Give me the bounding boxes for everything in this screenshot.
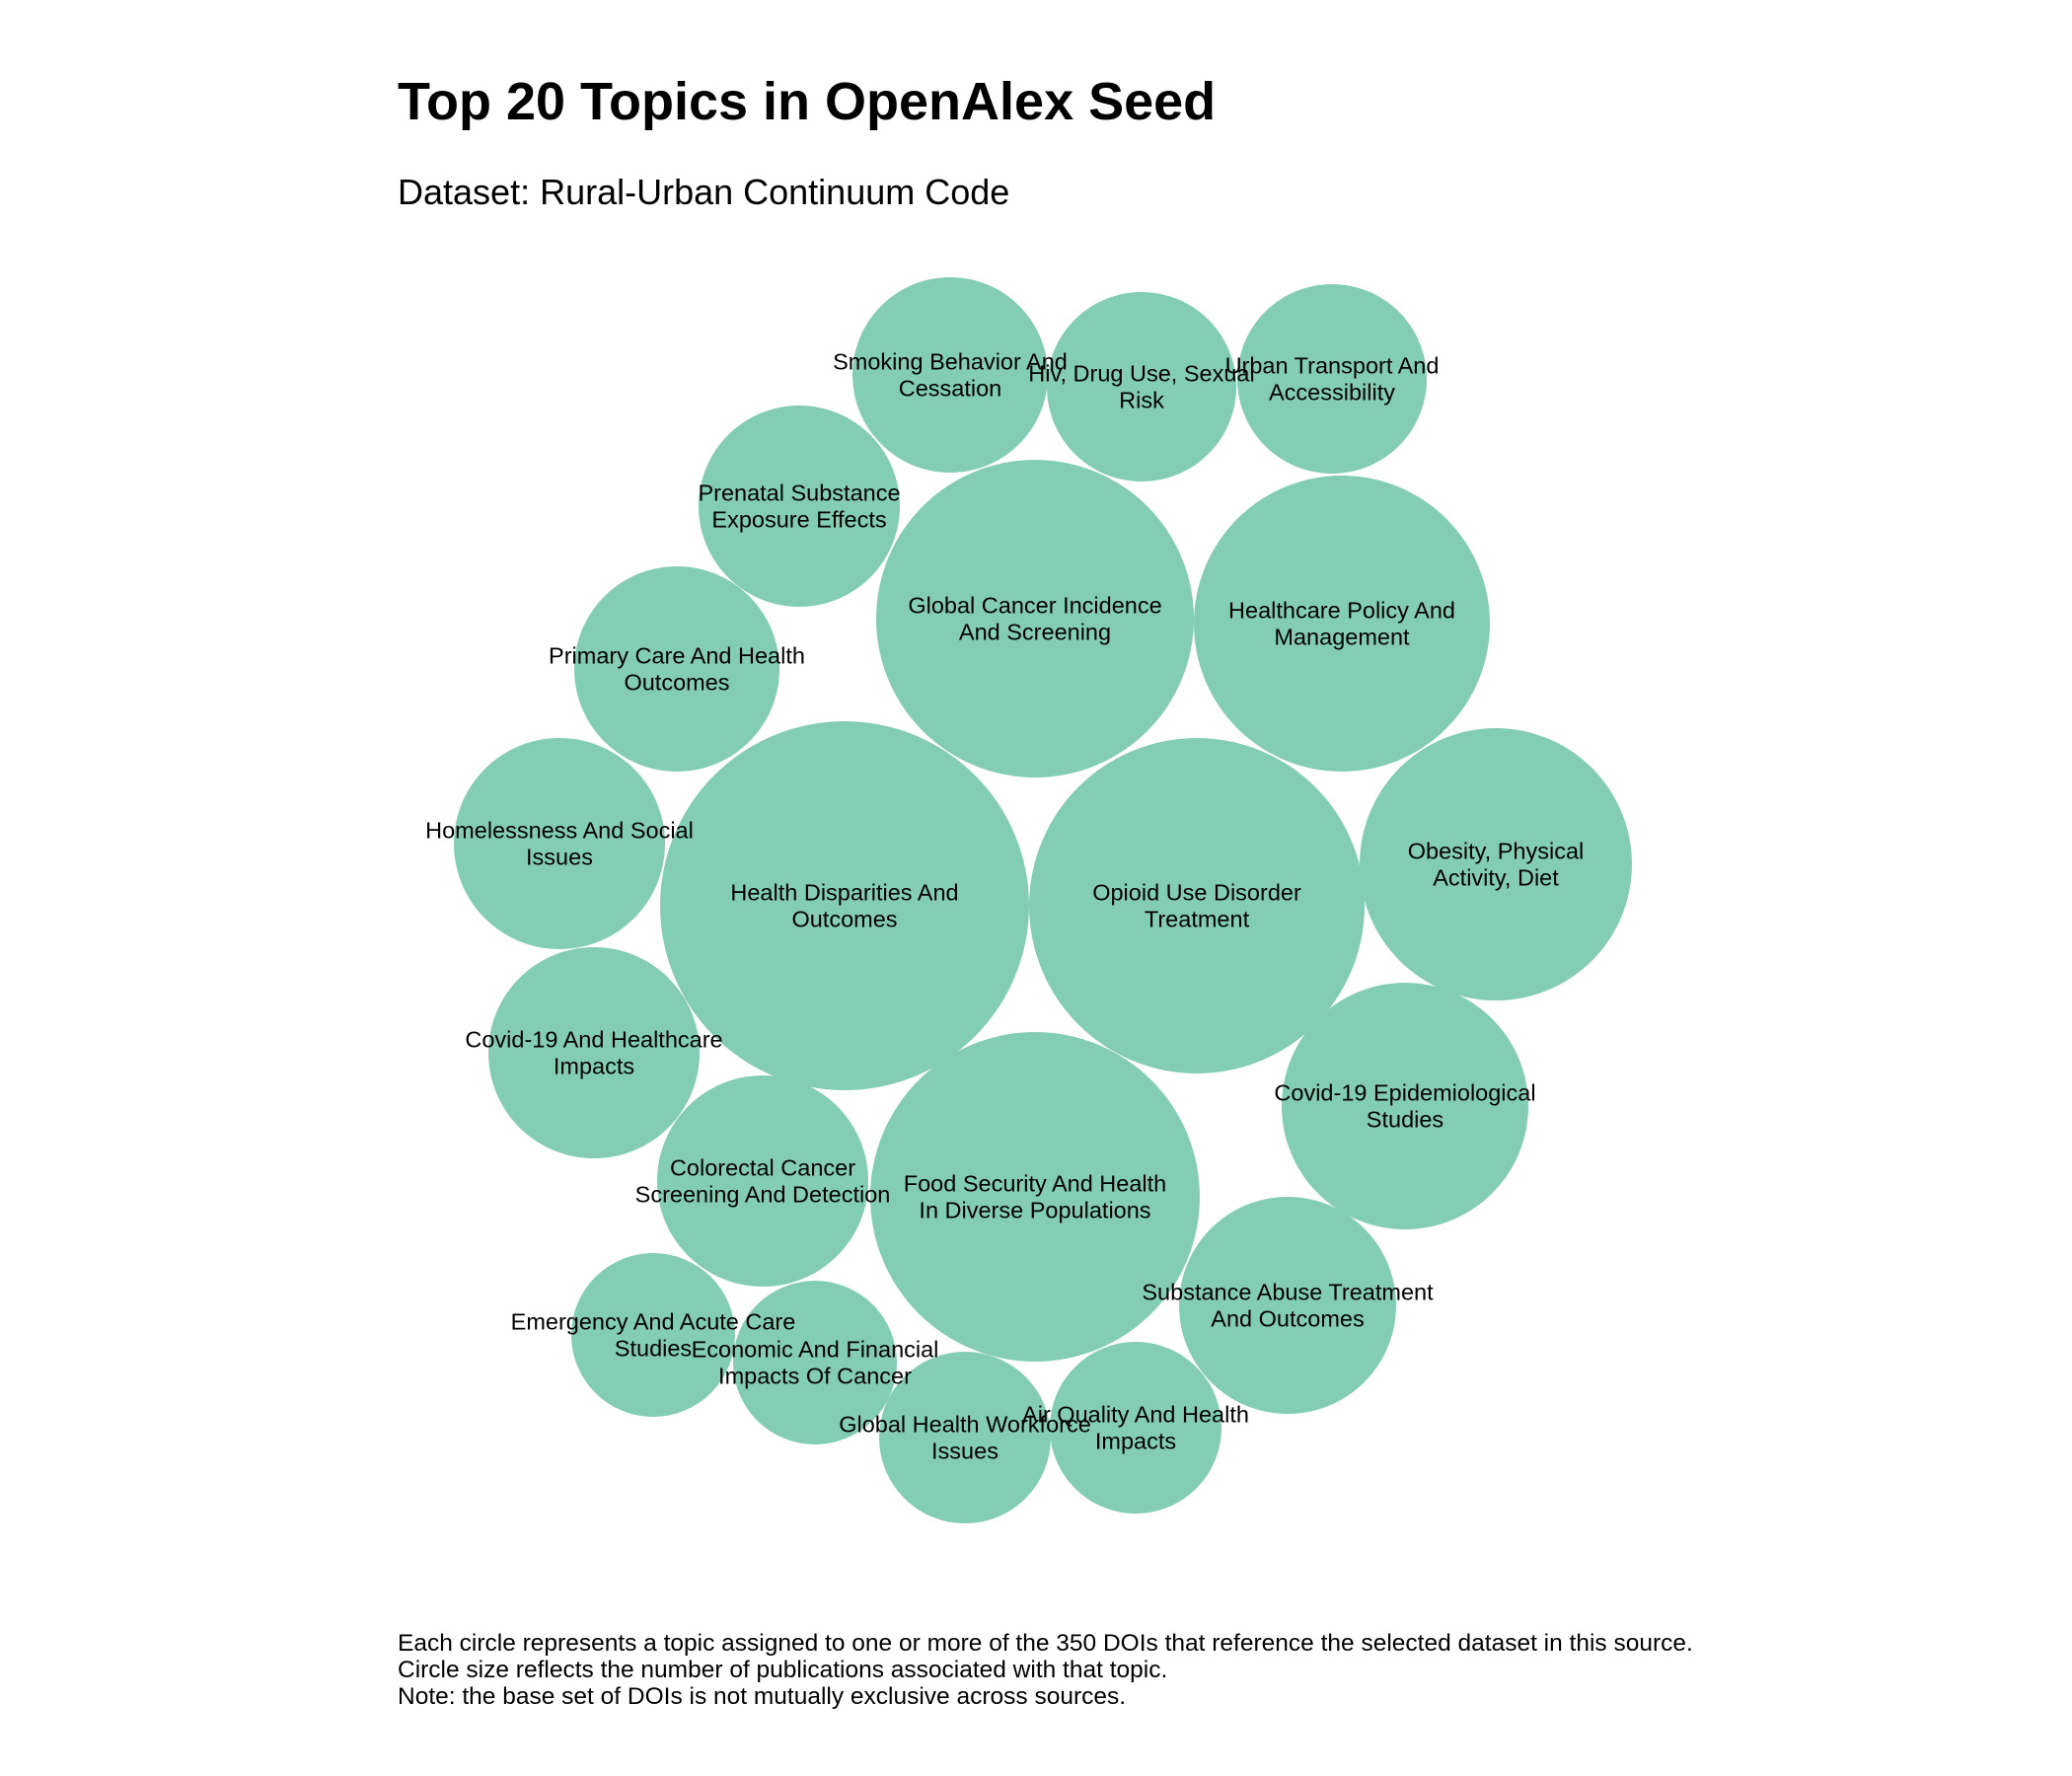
topic-label: Global Cancer Incidence: [908, 593, 1161, 619]
topic-bubble: [454, 738, 665, 949]
topic-label: Healthcare Policy And: [1228, 598, 1455, 624]
topic-label: Emergency And Acute Care: [511, 1309, 796, 1335]
topic-label: Global Health Workforce: [839, 1412, 1091, 1438]
topic-bubble: [879, 1352, 1051, 1523]
topic-bubble: [574, 566, 779, 772]
topic-bubble: [1179, 1197, 1396, 1414]
topic-label: Impacts: [554, 1054, 634, 1079]
topic-label: Management: [1274, 625, 1410, 650]
topic-label: Prenatal Substance: [698, 481, 900, 506]
topic-label: Health Disparities And: [730, 880, 958, 906]
topic-bubble: [1047, 292, 1236, 481]
topic-bubble: [571, 1253, 735, 1417]
chart-caption: Each circle represents a topic assigned …: [398, 1630, 1693, 1710]
topic-label: Outcomes: [624, 670, 729, 696]
topic-label: Opioid Use Disorder: [1092, 880, 1301, 906]
topic-label: Activity, Diet: [1433, 865, 1559, 891]
topic-label: Economic And Financial: [692, 1337, 939, 1363]
topic-label: Screening And Detection: [635, 1182, 891, 1208]
topic-label: Air Quality And Health: [1022, 1402, 1249, 1428]
topic-bubble: [1194, 476, 1490, 772]
topic-bubble: [1050, 1342, 1221, 1514]
topic-label: And Screening: [959, 620, 1111, 645]
topic-label: Smoking Behavior And: [833, 349, 1068, 375]
topic-label: Impacts: [1095, 1429, 1176, 1454]
topic-label: Colorectal Cancer: [670, 1155, 855, 1181]
topic-label: Cessation: [899, 376, 1002, 402]
topic-label: Covid-19 Epidemiological: [1274, 1080, 1535, 1106]
topic-bubble: [733, 1281, 897, 1444]
topic-label: Urban Transport And: [1225, 353, 1440, 379]
topic-label: Accessibility: [1269, 380, 1395, 406]
topic-bubble: [1282, 983, 1528, 1229]
topic-label: Outcomes: [791, 907, 897, 932]
caption-line: Each circle represents a topic assigned …: [398, 1630, 1693, 1657]
chart-subtitle: Dataset: Rural-Urban Continuum Code: [398, 172, 1010, 212]
topic-bubble: [1237, 284, 1427, 474]
caption-line: Circle size reflects the number of publi…: [398, 1657, 1168, 1683]
topic-label: Risk: [1119, 388, 1164, 413]
topic-bubble: [660, 721, 1029, 1090]
topic-label: Issues: [931, 1439, 999, 1464]
topic-label: Primary Care And Health: [549, 643, 805, 669]
topic-bubble: [488, 947, 700, 1158]
topic-label: Exposure Effects: [711, 507, 886, 533]
topic-label: Hiv, Drug Use, Sexual: [1028, 361, 1254, 387]
topic-label: Studies: [1367, 1107, 1443, 1133]
topic-label: Treatment: [1145, 907, 1250, 932]
topic-label: In Diverse Populations: [919, 1198, 1150, 1223]
topic-bubble: [876, 460, 1194, 777]
topic-bubble: [1360, 728, 1632, 1000]
topic-bubble: [1029, 738, 1365, 1073]
topic-label: Substance Abuse Treatment: [1142, 1280, 1434, 1305]
topic-label: Covid-19 And Healthcare: [465, 1027, 722, 1053]
topic-label: And Outcomes: [1211, 1306, 1364, 1332]
topic-label: Homelessness And Social: [425, 818, 694, 844]
caption-line: Note: the base set of DOIs is not mutual…: [398, 1683, 1127, 1710]
topic-bubble: [852, 277, 1048, 473]
topic-label: Studies: [615, 1336, 692, 1362]
topic-bubble: [657, 1075, 868, 1287]
topic-bubble: [699, 406, 900, 607]
topic-label: Impacts Of Cancer: [718, 1364, 912, 1389]
chart-title: Top 20 Topics in OpenAlex Seed: [398, 72, 1217, 131]
topic-label: Issues: [526, 845, 593, 870]
topic-bubble: [870, 1032, 1200, 1362]
topic-label: Food Security And Health: [904, 1171, 1167, 1197]
topic-label: Obesity, Physical: [1408, 839, 1585, 864]
